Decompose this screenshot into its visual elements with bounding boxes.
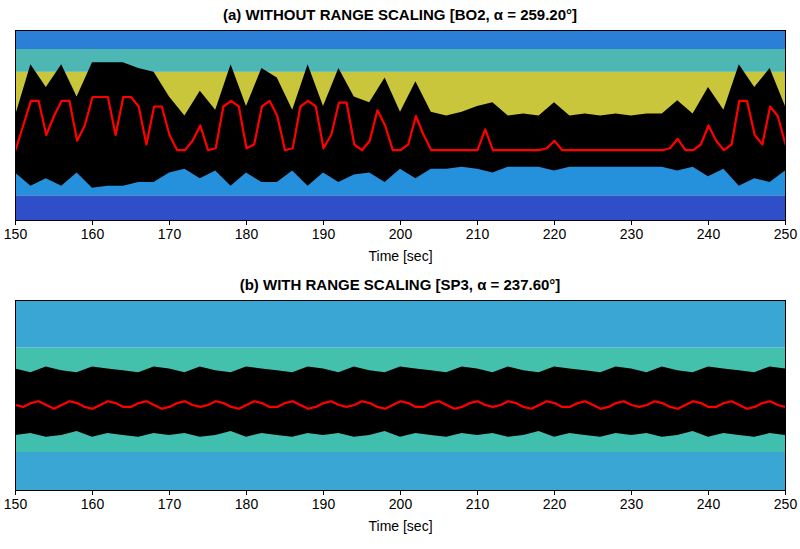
- html-text:(b) WITH RANGE SCALING [SP3, α: (b) WITH RANGE SCALING [SP3, α = 237.60°…: [239, 276, 561, 293]
- svg-text:240: 240: [697, 496, 721, 512]
- svg-text:150: 150: [4, 226, 28, 242]
- svg-text:250: 250: [774, 496, 798, 512]
- svg-text:Time [sec]: Time [sec]: [368, 518, 432, 534]
- svg-text:210: 210: [466, 226, 490, 242]
- svg-text:210: 210: [466, 496, 490, 512]
- svg-text:220: 220: [543, 226, 567, 242]
- svg-text:190: 190: [312, 226, 336, 242]
- svg-text:200: 200: [389, 496, 413, 512]
- svg-text:Time [sec]: Time [sec]: [368, 248, 432, 264]
- html-text:(a) WITHOUT RANGE SCALING [BO2: (a) WITHOUT RANGE SCALING [BO2, α = 259.…: [223, 6, 577, 23]
- svg-text:160: 160: [81, 496, 105, 512]
- svg-text:230: 230: [620, 496, 644, 512]
- svg-text:160: 160: [81, 226, 105, 242]
- svg-text:170: 170: [158, 226, 182, 242]
- svg-text:180: 180: [235, 226, 259, 242]
- svg-text:220: 220: [543, 496, 567, 512]
- svg-text:240: 240: [697, 226, 721, 242]
- svg-text:250: 250: [774, 226, 798, 242]
- svg-text:180: 180: [235, 496, 259, 512]
- svg-text:200: 200: [389, 226, 413, 242]
- svg-text:170: 170: [158, 496, 182, 512]
- svg-text:150: 150: [4, 496, 28, 512]
- svg-text:190: 190: [312, 496, 336, 512]
- svg-text:230: 230: [620, 226, 644, 242]
